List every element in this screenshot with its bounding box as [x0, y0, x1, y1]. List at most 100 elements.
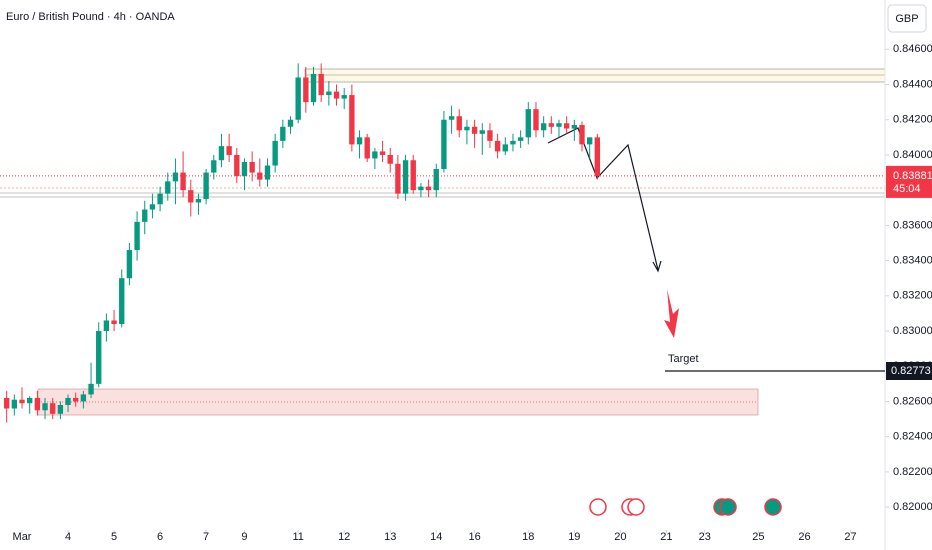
- x-tick-label: 13: [384, 531, 396, 543]
- candle-body: [65, 397, 71, 405]
- x-tick-label: 4: [65, 531, 71, 543]
- y-tick-label: 0.83400: [893, 255, 932, 267]
- chart-title: Euro / British Pound · 4h · OANDA: [6, 11, 175, 23]
- candle-body: [510, 140, 516, 145]
- candle-body: [3, 397, 10, 409]
- x-tick-label: 23: [699, 531, 711, 543]
- y-tick-label: 0.82000: [893, 501, 932, 513]
- x-tick-label: 19: [568, 531, 580, 543]
- candle-body: [525, 109, 531, 138]
- candle-body: [487, 130, 493, 141]
- y-tick-label: 0.82400: [893, 431, 932, 443]
- x-tick-label: 6: [157, 531, 163, 543]
- candle-body: [287, 119, 294, 127]
- candle-body: [402, 160, 409, 194]
- candle-body: [73, 397, 79, 402]
- candle-body: [571, 125, 578, 129]
- candle-body: [19, 399, 25, 404]
- candle-body: [34, 397, 41, 411]
- candle-body: [218, 146, 225, 161]
- y-tick-label: 0.84200: [893, 114, 932, 126]
- candle-body: [249, 161, 255, 173]
- x-tick-label: 16: [468, 531, 480, 543]
- candle-body: [180, 172, 186, 191]
- candle-body: [50, 403, 56, 414]
- candle-body: [456, 116, 462, 131]
- candle-body: [134, 221, 140, 251]
- y-tick-label: 0.83600: [893, 219, 932, 231]
- candle-body: [272, 140, 278, 166]
- candle-body: [103, 320, 110, 332]
- candle-body: [42, 403, 48, 411]
- candle-body: [257, 172, 263, 180]
- y-tick-label: 0.82200: [893, 466, 932, 478]
- candle-body: [418, 186, 424, 191]
- event-icon: [627, 498, 645, 516]
- current-price-box: [886, 165, 932, 198]
- resistance-zone: [304, 68, 886, 83]
- red-arrow: [664, 289, 679, 338]
- candle-body: [234, 154, 240, 177]
- candle-body: [111, 320, 117, 324]
- candle-body: [502, 144, 508, 152]
- candle-body: [540, 123, 547, 131]
- overlay: 0.820000.822000.824000.826000.828000.830…: [13, 43, 932, 543]
- candle-body: [241, 161, 248, 177]
- candle-body: [88, 383, 94, 395]
- candle-body: [548, 123, 554, 127]
- candle-body: [594, 137, 601, 176]
- candle-body: [188, 190, 194, 203]
- candle-body: [364, 137, 370, 159]
- y-tick-label: 0.84000: [893, 149, 932, 161]
- candle-body: [280, 126, 286, 141]
- candle-body: [119, 278, 125, 324]
- countdown: 45:04: [893, 183, 921, 195]
- candle-body: [586, 137, 593, 145]
- candle-body: [425, 186, 432, 191]
- candle-body: [579, 125, 585, 145]
- candle-body: [165, 181, 171, 194]
- x-tick-label: Mar: [13, 531, 32, 543]
- title-backdrop: [0, 0, 250, 32]
- candle-body: [80, 394, 87, 402]
- candle-body: [341, 95, 347, 99]
- currency-box: [887, 4, 927, 33]
- candle-body: [356, 137, 363, 145]
- candle-body: [27, 397, 33, 404]
- candle-body: [203, 172, 209, 199]
- candle-body: [410, 160, 416, 191]
- candle-body: [126, 250, 133, 279]
- candle-body: [563, 123, 570, 129]
- candle-body: [464, 126, 470, 131]
- x-tick-label: 7: [203, 531, 209, 543]
- candle-body: [303, 77, 309, 103]
- target-label: 0.82773: [891, 365, 931, 377]
- x-tick-label: 26: [798, 531, 810, 543]
- arrow-head: [652, 260, 662, 273]
- candle-body: [441, 119, 447, 170]
- candle-body: [533, 109, 539, 131]
- candle-body: [195, 198, 202, 203]
- candle-body: [142, 209, 148, 222]
- candle-body: [433, 169, 439, 191]
- candle-body: [494, 140, 501, 152]
- x-tick-label: 21: [660, 531, 672, 543]
- event-icon: [589, 498, 607, 516]
- x-tick-label: 27: [844, 531, 856, 543]
- plot: [0, 0, 889, 550]
- drawings: [0, 68, 886, 416]
- candle-body: [372, 151, 378, 159]
- x-tick-label: 11: [292, 531, 303, 543]
- event-icon: [719, 498, 737, 516]
- candle-body: [349, 95, 355, 145]
- y-tick-label: 0.84400: [893, 78, 932, 90]
- x-tick-label: 12: [338, 531, 350, 543]
- current-price-label: 0.83881: [893, 170, 932, 182]
- x-tick-label: 18: [522, 531, 534, 543]
- candle-body: [264, 165, 271, 180]
- event-icon: [764, 498, 782, 516]
- target-box: [886, 362, 932, 380]
- x-tick-label: 9: [241, 531, 247, 543]
